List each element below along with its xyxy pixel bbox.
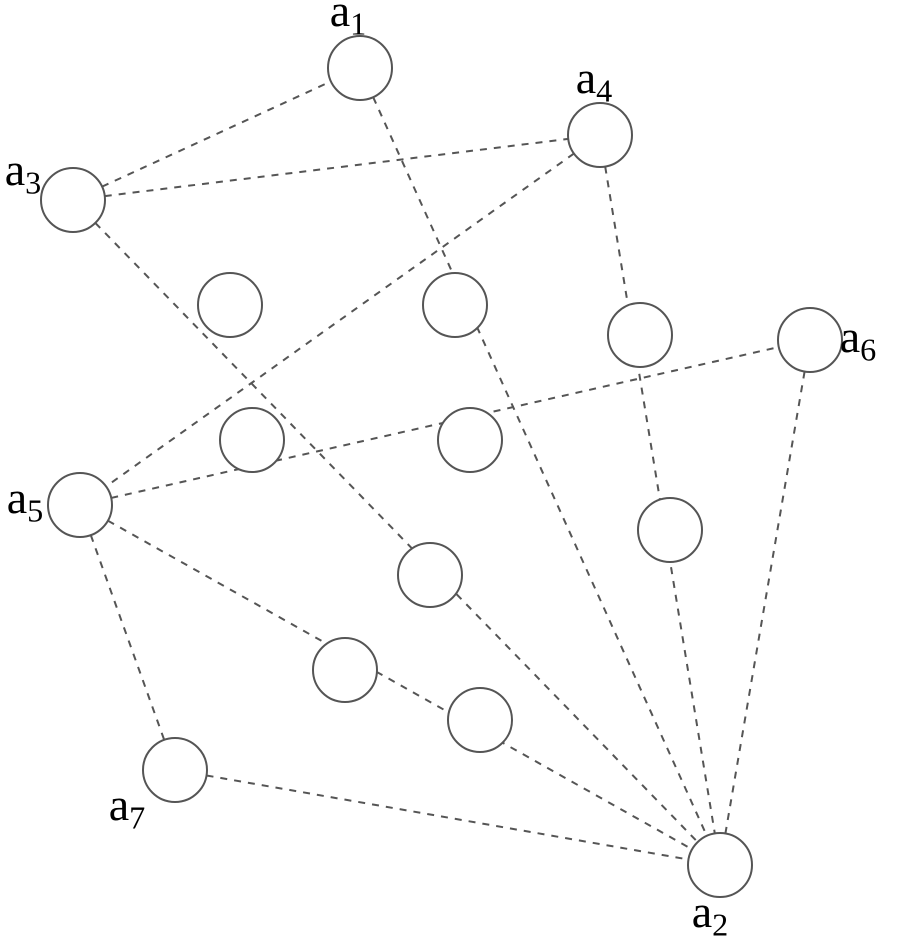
node-label-a2-sub: 2 — [712, 906, 728, 942]
node-a3 — [41, 168, 105, 232]
node-u6 — [638, 498, 702, 562]
node-label-a4-base: a — [576, 52, 596, 103]
node-a6 — [778, 308, 842, 372]
node-label-a7-sub: 7 — [129, 799, 145, 835]
node-u8 — [313, 638, 377, 702]
node-u2 — [423, 273, 487, 337]
node-label-a1-base: a — [330, 0, 350, 36]
node-u5 — [438, 408, 502, 472]
node-label-a5-base: a — [7, 472, 27, 523]
node-u1 — [198, 273, 262, 337]
node-label-a3-base: a — [5, 144, 25, 195]
node-u7 — [398, 543, 462, 607]
node-label-a1-sub: 1 — [350, 5, 366, 41]
node-a5 — [48, 473, 112, 537]
node-label-a1: a1 — [330, 0, 367, 41]
node-label-a2-base: a — [692, 886, 712, 937]
network-diagram: a1a4a3a6a5a7a2 — [0, 0, 921, 946]
node-u3 — [608, 303, 672, 367]
node-u4 — [220, 408, 284, 472]
node-label-a6-sub: 6 — [860, 331, 876, 367]
node-a7 — [143, 738, 207, 802]
node-a4 — [568, 103, 632, 167]
node-label-a5-sub: 5 — [27, 492, 43, 528]
node-label-a3-sub: 3 — [25, 164, 41, 200]
node-label-a6-base: a — [840, 311, 860, 362]
node-a1 — [328, 36, 392, 100]
node-u9 — [448, 688, 512, 752]
node-label-a4-sub: 4 — [596, 72, 612, 108]
node-label-a7-base: a — [109, 779, 129, 830]
